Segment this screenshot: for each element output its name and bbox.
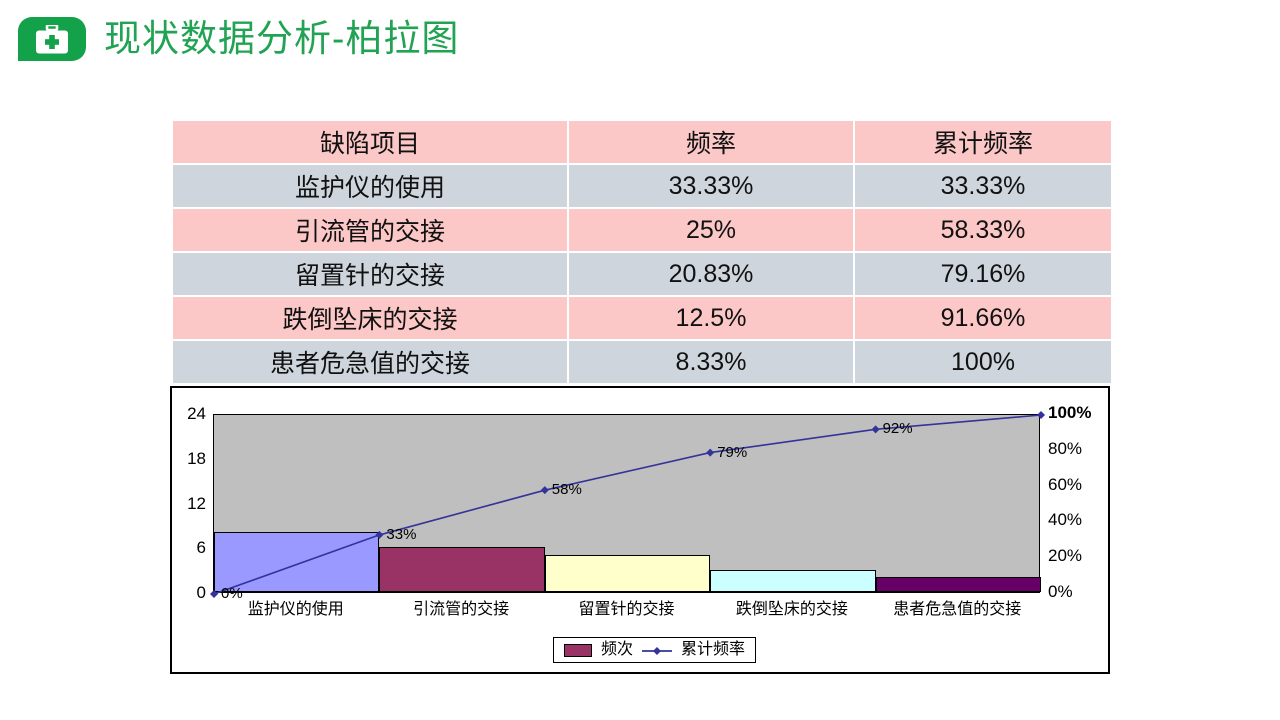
y-right-tick-label: 0% (1048, 582, 1073, 601)
chart-legend: 频次 累计频率 (553, 637, 757, 663)
legend-bar-swatch (564, 643, 592, 657)
data-point-marker (210, 590, 218, 598)
cell-item: 留置针的交接 (171, 251, 569, 297)
cumulative-polyline (213, 414, 1042, 595)
bar-1 (214, 532, 380, 592)
y-left-tick-label: 6 (196, 538, 206, 558)
y-left-tick-label: 0 (196, 583, 206, 602)
point-label-2: 33% (386, 525, 417, 543)
table-row: 患者危急值的交接 8.33% 100% (171, 339, 1113, 385)
table-row: 监护仪的使用 33.33% 33.33% (171, 163, 1113, 209)
y-right-tick-label: 100% (1048, 403, 1092, 422)
table-row: 引流管的交接 25% 58.33% (171, 207, 1113, 253)
point-label-1: 0% (221, 585, 243, 602)
bar-3 (544, 554, 711, 592)
x-axis-label-3: 留置针的交接 (578, 601, 675, 618)
plot-area: 0%33%58%79%92%100% (210, 411, 1045, 602)
column-header-frequency: 频率 (567, 119, 855, 165)
y-left-tick-label: 24 (187, 404, 206, 423)
cell-item: 监护仪的使用 (171, 163, 569, 209)
y-right-tick-label: 80% (1048, 438, 1083, 458)
y-right-tick-label: 20% (1048, 546, 1083, 566)
legend-line-glyph (642, 647, 673, 655)
y-left-tick-label: 12 (187, 493, 206, 513)
data-point-marker (706, 448, 715, 457)
medical-kit-icon (18, 17, 86, 61)
point-label-4: 79% (717, 443, 748, 461)
cell-frequency: 25% (567, 207, 855, 253)
data-point-marker (540, 486, 549, 495)
cumulative-line-series (210, 411, 1045, 598)
point-label-3: 58% (551, 481, 582, 499)
cell-cumulative: 58.33% (853, 207, 1113, 253)
cell-cumulative: 79.16% (853, 251, 1113, 297)
cell-item: 患者危急值的交接 (171, 339, 569, 385)
point-label-5: 92% (882, 420, 913, 438)
data-point-marker (1037, 411, 1045, 419)
data-point-marker (375, 530, 384, 539)
cell-frequency: 12.5% (567, 295, 855, 341)
bar-2 (379, 547, 545, 592)
pareto-chart: 0 6 12 18 24 0% 20% 40% 60% 80% 100% 监护仪的使用 引流管的交接… (170, 386, 1110, 674)
cell-cumulative: 91.66% (853, 295, 1113, 341)
y-right-tick-label: 40% (1048, 510, 1083, 530)
x-axis-label-5: 患者危急值的交接 (893, 601, 1022, 618)
cell-frequency: 20.83% (567, 251, 855, 297)
x-axis-label-1: 监护仪的使用 (247, 601, 344, 618)
cumulative-markers (210, 411, 1045, 598)
legend-line-swatch (642, 644, 673, 656)
y-left-tick-label: 18 (187, 448, 206, 468)
page-title: 现状数据分析-柏拉图 (104, 18, 460, 59)
bar-5 (875, 577, 1041, 592)
table-header-row: 缺陷项目 频率 累计频率 (171, 119, 1113, 165)
table-row: 跌倒坠床的交接 12.5% 91.66% (171, 295, 1113, 341)
cell-item: 跌倒坠床的交接 (171, 295, 569, 341)
bar-4 (710, 569, 876, 592)
data-point-marker (871, 425, 880, 434)
cell-cumulative: 33.33% (853, 163, 1113, 209)
table-row: 留置针的交接 20.83% 79.16% (171, 251, 1113, 297)
defect-analysis-table: 缺陷项目 频率 累计频率 监护仪的使用 33.33% 33.33% 引流管的交接… (171, 119, 1113, 385)
y-right-tick-label: 60% (1048, 474, 1083, 494)
x-axis-label-2: 引流管的交接 (413, 601, 510, 618)
column-header-cumulative: 累计频率 (853, 119, 1113, 165)
cell-frequency: 8.33% (567, 339, 855, 385)
medical-kit-glyph (36, 25, 68, 54)
cell-frequency: 33.33% (567, 163, 855, 209)
cell-cumulative: 100% (853, 339, 1113, 385)
page-header: 现状数据分析-柏拉图 (0, 0, 1280, 80)
legend-label-cumulative: 累计频率 (681, 641, 746, 658)
x-axis-label-4: 跌倒坠床的交接 (735, 601, 848, 618)
cell-item: 引流管的交接 (171, 207, 569, 253)
column-header-item: 缺陷项目 (171, 119, 569, 165)
legend-label-frequency: 频次 (601, 641, 634, 658)
